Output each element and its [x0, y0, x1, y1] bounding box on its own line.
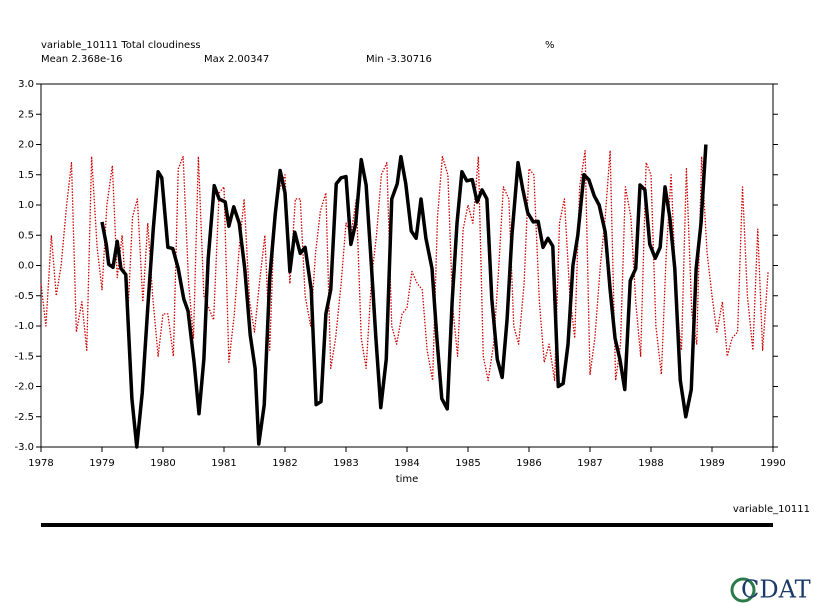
y-tick-label: 1.0 — [18, 200, 34, 211]
x-tick-label: 1984 — [394, 458, 419, 469]
legend-label: variable_10111 — [733, 504, 810, 515]
x-tick-label: 1988 — [638, 458, 663, 469]
y-tick-label: 0.0 — [18, 261, 34, 272]
y-tick-label: -3.0 — [14, 442, 34, 453]
y-tick-label: 3.0 — [18, 79, 34, 90]
stat-mean: Mean 2.368e-16 — [41, 54, 123, 65]
x-tick-label: 1982 — [272, 458, 297, 469]
x-tick-label: 1983 — [333, 458, 358, 469]
x-tick-label: 1979 — [89, 458, 114, 469]
y-tick-label: 0.5 — [18, 230, 34, 241]
y-tick-label: -0.5 — [14, 291, 34, 302]
x-tick-label: 1978 — [28, 458, 53, 469]
x-axis-label: time — [396, 474, 419, 485]
y-tick-label: 2.0 — [18, 140, 34, 151]
series-line — [100, 144, 708, 449]
series-line-dotted — [40, 149, 769, 382]
y-tick-label: 1.5 — [18, 170, 34, 181]
y-tick-label: -1.0 — [14, 321, 34, 332]
x-tick-label: 1981 — [211, 458, 236, 469]
y-tick-label: -2.5 — [14, 412, 34, 423]
x-tick-label: 1980 — [150, 458, 175, 469]
x-tick-label: 1987 — [577, 458, 602, 469]
units: % — [545, 40, 555, 51]
y-tick-label: -2.0 — [14, 382, 34, 393]
x-tick-label: 1989 — [699, 458, 724, 469]
x-tick-label: 1986 — [516, 458, 541, 469]
chart-title: variable_10111 Total cloudiness — [41, 40, 201, 51]
x-tick-label: 1985 — [455, 458, 480, 469]
logo-icon — [730, 577, 756, 603]
y-tick-label: -1.5 — [14, 351, 34, 362]
logo: CDAT — [741, 576, 811, 604]
stat-max: Max 2.00347 — [204, 54, 269, 65]
stat-min: Min -3.30716 — [366, 54, 432, 65]
x-tick-label: 1990 — [760, 458, 785, 469]
y-tick-label: 2.5 — [18, 109, 34, 120]
